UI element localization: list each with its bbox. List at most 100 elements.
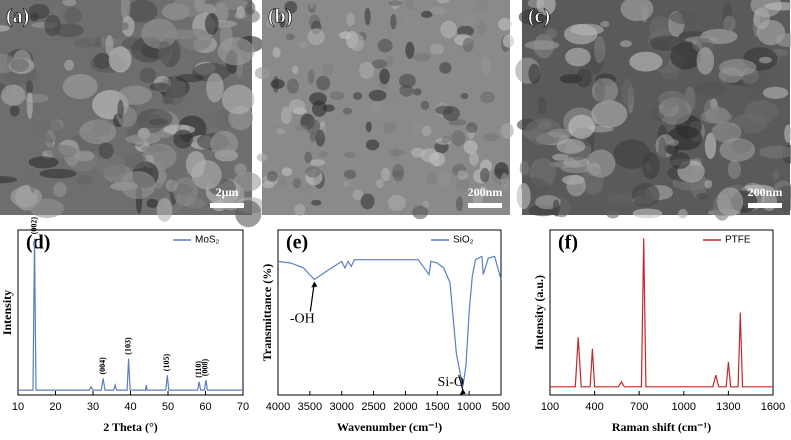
texture <box>62 0 77 7</box>
x-tick-label: 1300 <box>716 401 740 413</box>
texture <box>0 25 10 32</box>
texture <box>548 128 575 139</box>
texture <box>566 174 586 197</box>
texture <box>456 14 474 27</box>
texture <box>95 36 102 48</box>
spectrum-line <box>18 238 243 391</box>
texture <box>28 156 59 169</box>
texture <box>375 178 384 189</box>
texture <box>575 68 592 88</box>
texture <box>642 152 660 180</box>
x-tick-label: 40 <box>124 401 136 413</box>
texture <box>262 181 275 189</box>
texture <box>696 192 709 200</box>
texture <box>421 125 432 137</box>
texture <box>500 172 509 191</box>
x-tick-label: 30 <box>87 401 99 413</box>
texture <box>294 124 308 131</box>
texture <box>175 74 205 83</box>
texture <box>429 151 446 167</box>
texture <box>536 0 556 16</box>
texture <box>62 73 98 100</box>
texture <box>621 78 634 107</box>
texture <box>658 90 686 108</box>
texture <box>390 14 397 30</box>
texture <box>93 52 112 70</box>
texture <box>240 9 261 23</box>
texture <box>25 80 34 94</box>
texture <box>329 91 345 101</box>
texture <box>173 176 198 207</box>
texture <box>125 134 161 145</box>
texture <box>322 50 332 65</box>
texture <box>120 22 129 31</box>
texture <box>450 71 464 80</box>
texture <box>309 132 317 142</box>
texture <box>440 20 457 39</box>
texture <box>717 187 744 217</box>
texture <box>149 82 171 91</box>
texture <box>723 15 736 32</box>
texture <box>205 13 219 35</box>
texture <box>556 138 586 154</box>
texture <box>710 98 718 110</box>
texture <box>455 176 470 192</box>
x-tick-label: 60 <box>199 401 211 413</box>
texture <box>481 56 491 75</box>
scale-bar-label: 2μm <box>216 185 239 199</box>
texture <box>105 34 114 57</box>
texture <box>256 153 268 162</box>
texture <box>379 68 390 85</box>
texture <box>472 191 483 206</box>
texture <box>388 194 406 211</box>
annotation-label: Si-O <box>438 375 464 390</box>
texture <box>173 129 193 149</box>
texture <box>234 12 247 20</box>
texture <box>441 136 452 144</box>
texture <box>538 120 552 130</box>
texture <box>455 196 464 212</box>
y-axis-label: Transmittance (%) <box>260 264 274 361</box>
plot-frame <box>549 229 774 396</box>
texture <box>254 67 270 80</box>
panel-label: (c) <box>528 6 550 28</box>
texture <box>719 138 756 162</box>
texture <box>365 139 380 151</box>
texture <box>784 124 791 143</box>
chart-label: (f) <box>558 232 578 254</box>
texture <box>76 175 93 185</box>
texture <box>53 7 61 16</box>
y-axis-label: Intensity <box>0 290 14 335</box>
texture <box>11 58 29 73</box>
texture <box>364 7 371 26</box>
texture <box>164 29 200 40</box>
texture <box>281 167 293 176</box>
x-tick-label: 1000 <box>457 401 481 413</box>
texture <box>214 109 233 131</box>
texture <box>762 86 789 99</box>
texture <box>466 122 478 133</box>
texture <box>439 62 452 74</box>
texture <box>696 47 715 75</box>
legend-label: SiO₂ <box>453 235 474 246</box>
texture <box>457 170 468 181</box>
texture <box>678 208 688 219</box>
arrow-head <box>459 388 466 395</box>
texture <box>280 106 292 124</box>
texture <box>518 9 547 26</box>
texture <box>352 92 363 100</box>
panel-label: (a) <box>6 6 29 28</box>
texture <box>322 62 334 76</box>
texture <box>64 59 75 71</box>
texture <box>563 24 598 45</box>
texture <box>305 166 321 178</box>
texture <box>586 149 616 178</box>
texture <box>118 85 152 106</box>
texture <box>117 99 124 119</box>
x-tick-label: 1600 <box>761 401 785 413</box>
texture <box>1 84 26 106</box>
texture <box>358 61 375 80</box>
texture <box>371 59 388 69</box>
texture <box>758 145 791 159</box>
texture <box>727 159 741 180</box>
